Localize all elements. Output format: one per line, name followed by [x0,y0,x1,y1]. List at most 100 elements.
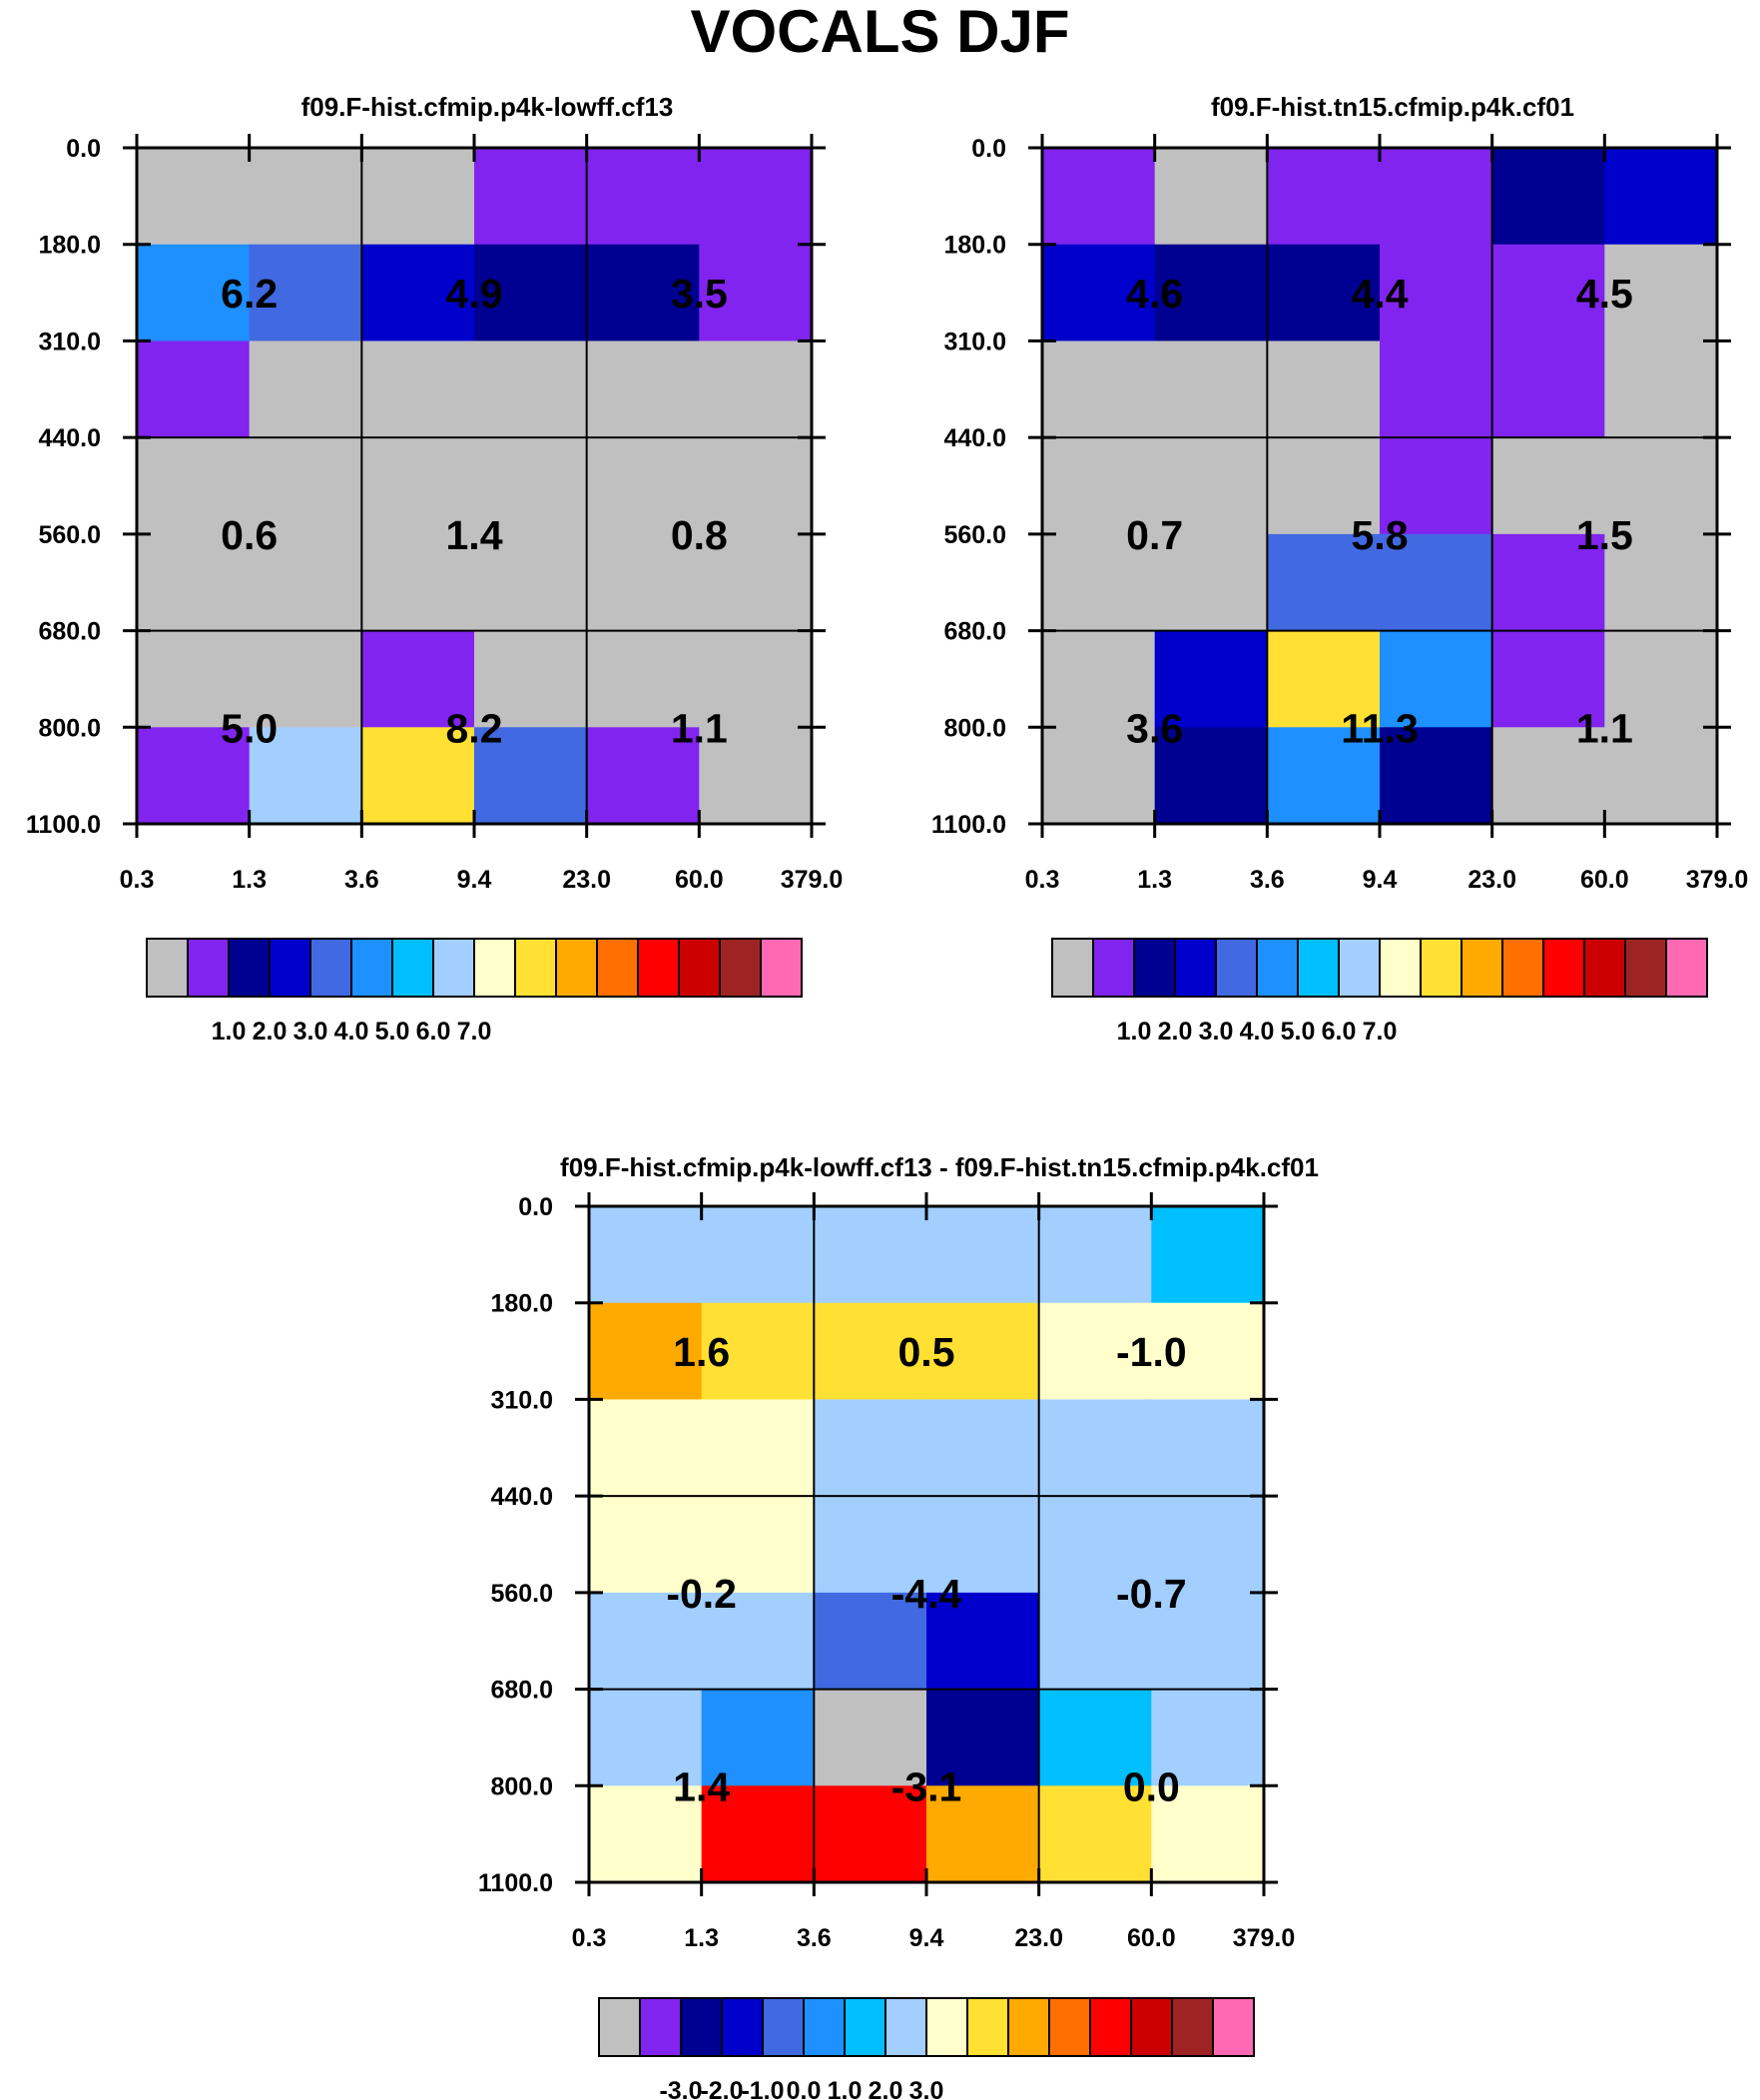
heatmap-cell [1154,630,1268,728]
heatmap-cell [1380,533,1493,632]
heatmap-cell [361,437,475,535]
heatmap-cell [814,1399,927,1497]
panel-1: f09.F-hist.cfmip.p4k-lowff.cf13 0.0 180.0 3… [26,92,843,1046]
colorbar-swatch [514,938,557,998]
panel-2: f09.F-hist.tn15.cfmip.p4k.cf01 0.0 180.0 31… [931,92,1748,1046]
cell-value-label: -0.7 [1116,1571,1187,1617]
heatmap-cell [249,244,362,343]
heatmap-cell [814,1785,927,1883]
colorbar-swatch [637,938,680,998]
y-tick-label: 800.0 [943,714,1006,742]
heatmap-cell [1154,244,1268,343]
heatmap-cell [701,1302,815,1401]
heatmap-cell [1151,1592,1265,1691]
cell-value-label: -4.4 [891,1571,962,1617]
x-tick-label: 3.6 [797,1924,832,1952]
heatmap-cell [701,1785,815,1883]
heatmap-cell [589,1785,703,1883]
colorbar-swatch [719,938,762,998]
colorbar-label: 2.0 [1158,1018,1193,1046]
colorbar-swatch [1542,938,1585,998]
heatmap-cell [1491,533,1605,632]
x-tick-label: 3.6 [1250,866,1285,894]
heatmap-cell [926,1785,1040,1883]
colorbar-label: 2.0 [253,1018,288,1046]
colorbar-swatch [596,938,639,998]
heatmap-cell [1151,1302,1265,1401]
heatmap-cell [1604,437,1718,535]
colorbar-label: 3.0 [1199,1018,1234,1046]
colorbar-swatch [1092,938,1135,998]
heatmap-cell [586,341,700,438]
heatmap-cell [814,1689,927,1786]
heatmap-cell [1154,437,1268,535]
cell-value-label: 0.7 [1126,512,1183,558]
heatmap-cell [589,1302,703,1401]
heatmap-cell [1267,727,1381,825]
heatmap-cell [1491,630,1605,728]
heatmap-cell [814,1302,927,1401]
y-tick-label: 0.0 [971,135,1006,163]
heatmap-cell [361,341,475,438]
colorbar-swatch [966,1997,1009,2057]
x-tick-label: 0.3 [1025,866,1060,894]
x-tick-label: 23.0 [562,866,611,894]
x-tick-label: 379.0 [781,866,844,894]
heatmap-cell [137,533,251,632]
heatmap-cell [589,1496,703,1594]
heatmap-cell [926,1399,1040,1497]
heatmap-cell [249,437,362,535]
panel-title: f09.F-hist.cfmip.p4k-lowff.cf13 - f09.F-… [560,1152,1319,1182]
heatmap-cell [926,1689,1040,1786]
panel-3: f09.F-hist.cfmip.p4k-lowff.cf13 - f09.F-… [478,1152,1319,2100]
cell-value-label: 0.6 [221,512,278,558]
heatmap-cell [1380,437,1493,535]
heatmap-cell [926,1302,1040,1401]
heatmap-cell [1154,727,1268,825]
heatmap-cell [1267,244,1381,343]
colorbar-swatch [762,1997,805,2057]
y-tick-label: 310.0 [490,1386,553,1414]
x-tick-label: 23.0 [1014,1924,1063,1952]
heatmap-cell [699,244,813,343]
heatmap-cell [1491,341,1605,438]
colorbar-label: 1.0 [1117,1018,1152,1046]
colorbar-swatch [269,938,311,998]
y-tick-label: 1100.0 [478,1869,553,1897]
colorbar-swatch [721,1997,764,2057]
heatmap-cell [1267,533,1381,632]
colorbar-swatch [1379,938,1422,998]
heatmap-cell [1038,1302,1152,1401]
colorbar-swatch [187,938,230,998]
heatmap-cell [586,437,700,535]
heatmap-cell [249,341,362,438]
cell-value-label: 4.5 [1576,271,1633,317]
x-tick-label: 23.0 [1467,866,1516,894]
heatmap-cell [1042,630,1156,728]
y-tick-label: 0.0 [518,1193,553,1221]
cell-value-label: 1.6 [673,1329,730,1375]
colorbar-swatch [1624,938,1667,998]
heatmap-cell [1380,630,1493,728]
cell-value-label: 5.0 [221,705,278,751]
heatmap-cell [814,1206,927,1304]
heatmap-cell [1380,244,1493,343]
heatmap-cell [137,437,251,535]
x-tick-label: 3.6 [344,866,379,894]
y-tick-label: 680.0 [38,618,101,646]
cell-value-label: 3.6 [1126,705,1183,751]
y-tick-label: 680.0 [943,618,1006,646]
heatmap-cell [474,533,588,632]
cell-value-label: 1.4 [673,1763,730,1809]
cell-value-label: 0.5 [898,1329,955,1375]
colorbar-swatch [1130,1997,1173,2057]
colorbar-swatch [1174,938,1217,998]
heatmap-cell [1038,1206,1152,1304]
x-tick-label: 379.0 [1233,1924,1296,1952]
colorbar-label: 1.0 [212,1018,247,1046]
cell-value-label: -1.0 [1116,1329,1187,1375]
heatmap-cell [589,1206,703,1304]
heatmap-cell [814,1592,927,1691]
colorbar-swatch [555,938,598,998]
